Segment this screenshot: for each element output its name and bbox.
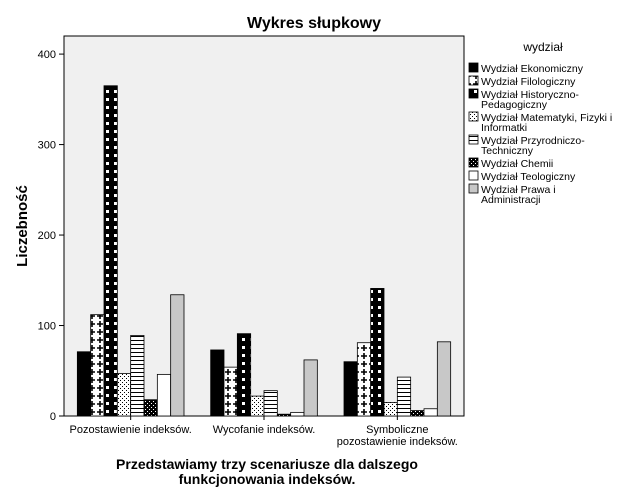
x-axis-label-text: Przedstawiamy trzy scenariusze dla dalsz… (116, 456, 418, 487)
bar (290, 411, 305, 417)
bar (130, 335, 145, 417)
bar (303, 359, 318, 417)
x-category-label-line: Wycofanie indeksów. (213, 424, 316, 436)
legend-label-line: Wydział Prawa i (481, 184, 556, 196)
legend-label-line: Wydział Chemii (481, 158, 553, 170)
x-axis-label: Przedstawiamy trzy scenariusze dla dalsz… (116, 456, 418, 487)
x-category-label-line: Symboliczne (366, 424, 428, 436)
legend-swatch (468, 111, 479, 122)
bar (370, 288, 385, 417)
bar (356, 342, 372, 417)
legend-label: Wydział Filologiczny (481, 76, 576, 88)
legend-label: Wydział Matematyki, Fizyki i Informatki (481, 112, 612, 134)
bar (223, 366, 238, 417)
x-category-label: Wycofanie indeksów. (213, 424, 316, 436)
bar (396, 376, 412, 417)
bar (210, 349, 225, 417)
y-tick-label: 0 (50, 411, 56, 423)
bar (276, 413, 292, 417)
legend-label-line: Wydział Filologiczny (481, 76, 576, 88)
bars-group (76, 85, 452, 417)
x-category-label-line: Pozostawienie indeksów. (70, 424, 192, 436)
bar (116, 373, 132, 417)
bar (236, 333, 252, 417)
legend-label-line: Wydział Ekonomiczny (481, 63, 584, 75)
y-tick-label: 200 (38, 230, 56, 242)
bar (76, 351, 92, 417)
x-category-label: Symboliczne pozostawienie indeksów. (337, 424, 458, 448)
bar (156, 373, 172, 417)
x-category-label-line: pozostawienie indeksów. (337, 436, 458, 448)
legend-label-line: Techniczny (481, 145, 534, 157)
legend-label: Wydział Chemii (481, 158, 553, 170)
y-tick-label: 400 (38, 49, 56, 61)
x-axis-label-line: funkcjonowania indeksów. (179, 471, 356, 487)
y-tick-label: 300 (38, 140, 56, 152)
x-axis-label-line: Przedstawiamy trzy scenariusze dla dalsz… (116, 456, 418, 472)
bar (410, 410, 425, 417)
bar (263, 390, 278, 417)
x-axis-categories: Pozostawienie indeksów. Wycofanie indeksó… (70, 416, 458, 448)
legend-label: Wydział Historyczno-Pedagogiczny (481, 89, 579, 111)
legend-swatch (468, 75, 479, 86)
bar (250, 395, 265, 417)
bar (383, 402, 398, 417)
bar (423, 408, 438, 417)
legend-label-line: Wydział Przyrodniczo- (481, 135, 585, 147)
y-axis-label: Liczebność (14, 185, 31, 267)
bar (143, 399, 158, 417)
y-tick-label: 100 (38, 321, 56, 333)
legend-label-line: Wydział Teologiczny (481, 171, 576, 183)
legend-label: Wydział Ekonomiczny (481, 63, 584, 75)
x-category-label: Pozostawienie indeksów. (70, 424, 192, 436)
legend-swatch (468, 134, 479, 145)
plot-area (63, 35, 465, 417)
legend-label: Wydział Przyrodniczo-Techniczny (481, 135, 585, 157)
y-axis: 0 100 200 300 400 (38, 49, 64, 423)
legend-swatch (468, 183, 479, 194)
legend-label: Wydział Teologiczny (481, 171, 576, 183)
bar (436, 341, 452, 417)
legend-swatch (468, 157, 479, 168)
legend-label-line: Wydział Matematyki, Fizyki i (481, 112, 612, 124)
legend-label: Wydział Prawa i Administracji (481, 184, 556, 206)
legend-label-line: Informatki (481, 122, 527, 134)
bar (90, 314, 105, 417)
bar (170, 294, 185, 417)
bar (103, 85, 118, 417)
legend-swatch (468, 62, 479, 73)
legend-label-line: Wydział Historyczno- (481, 89, 579, 101)
legend-title: wydział (522, 40, 563, 54)
bar (343, 361, 358, 417)
legend-swatch (468, 88, 479, 99)
chart-title: Wykres słupkowy (247, 15, 381, 32)
legend-swatch (468, 170, 479, 181)
legend-label-line: Administracji (481, 194, 541, 206)
legend-label-line: Pedagogiczny (481, 99, 548, 111)
